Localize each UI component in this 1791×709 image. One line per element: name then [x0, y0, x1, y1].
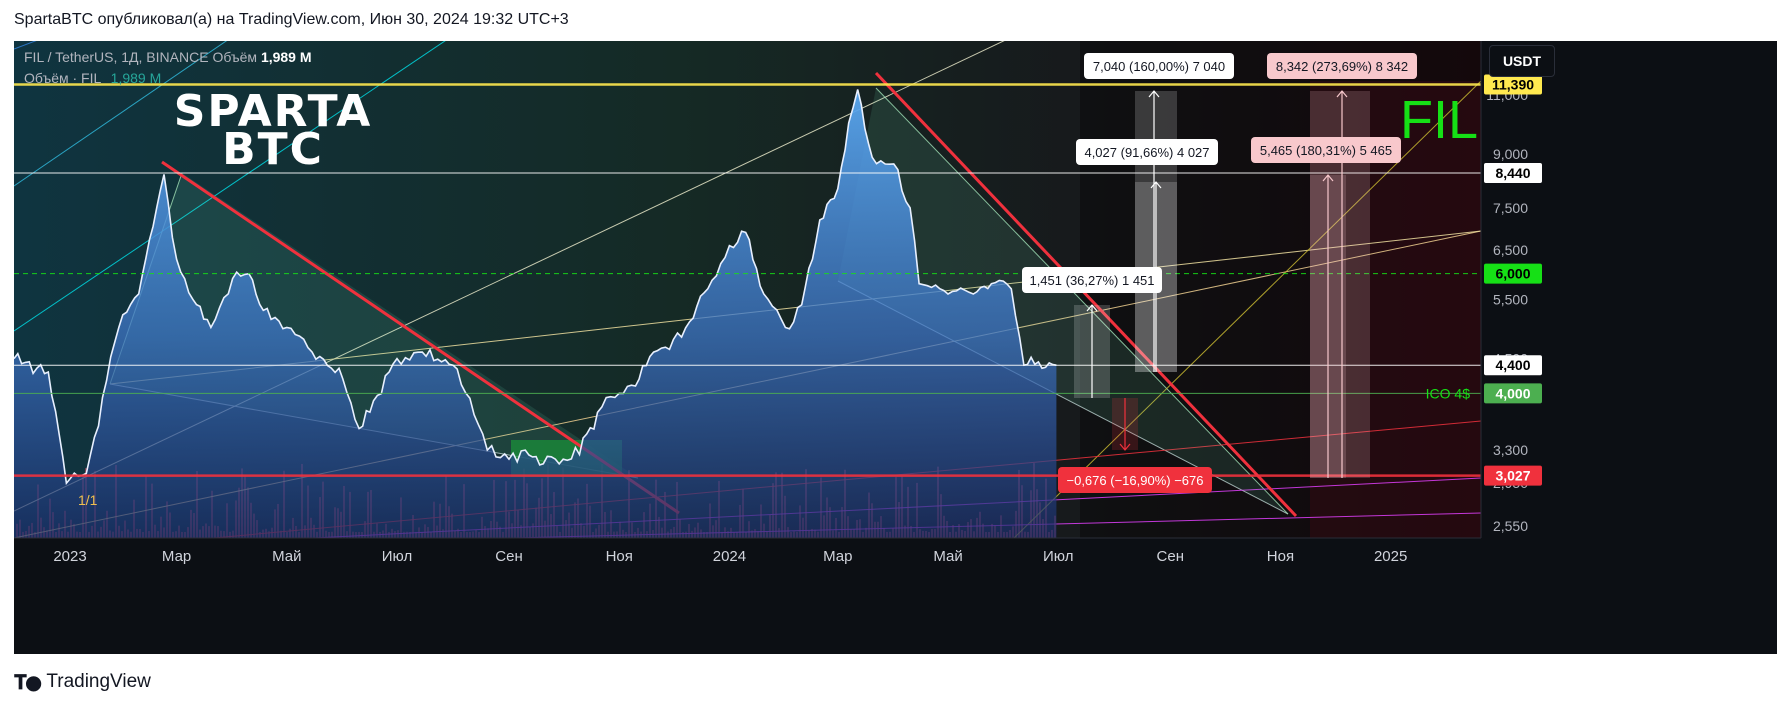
- measure-label: 1,451 (36,27%) 1 451: [1029, 273, 1154, 288]
- triangle-zone: [838, 88, 1288, 514]
- trend-line: [14, 41, 446, 332]
- price-axis-bg: [1481, 41, 1777, 654]
- pivot-label: 1/1: [78, 492, 98, 508]
- price-level-badge: [1484, 355, 1542, 376]
- measure-label-box: [1022, 267, 1162, 293]
- measure-arrowhead: [1086, 304, 1098, 312]
- trend-line: [1013, 80, 1482, 539]
- time-tick-label: Ноя: [606, 548, 633, 565]
- measure-arrowhead: [1148, 90, 1160, 98]
- price-level-badge-label: 6,000: [1495, 266, 1530, 282]
- measure-label-box: [1267, 53, 1417, 79]
- volume-label: Объём: [212, 49, 258, 65]
- symbol-title[interactable]: FIL / TetherUS, 1Д, BINANCE: [24, 49, 209, 65]
- watermark-line2: BTC: [222, 124, 324, 175]
- measure-label: 8,342 (273,69%) 8 342: [1276, 59, 1408, 74]
- time-tick-label: Мар: [823, 548, 852, 565]
- time-tick-label: Мар: [162, 548, 191, 565]
- time-tick-label: 2025: [1374, 548, 1407, 565]
- price-area-fill: [14, 89, 1057, 538]
- measure-label: 5,465 (180,31%) 5 465: [1260, 143, 1392, 158]
- price-level-badge: [1484, 74, 1542, 95]
- watermark-line1: SPARTA: [173, 86, 373, 137]
- ticker-watermark: FIL: [1400, 90, 1479, 150]
- ico-label: ICO 4$: [1426, 385, 1471, 401]
- price-line: [14, 89, 1057, 486]
- measure-arrowhead: [1336, 90, 1348, 98]
- price-level-badge-label: 3,027: [1495, 468, 1530, 484]
- price-tick-label: 9,000: [1493, 146, 1528, 162]
- time-axis-bg: [14, 538, 1481, 654]
- measure-arrowhead: [1322, 174, 1334, 182]
- price-level-badge: [1484, 465, 1542, 486]
- price-tick-label: 5,500: [1493, 291, 1528, 307]
- chart-panel[interactable]: ICO 4$ 1/1 7,040 (160,00%) 7 040 4,027 (91…: [14, 41, 1777, 654]
- trend-line: [109, 230, 1482, 385]
- measure-label-box: [1058, 467, 1212, 493]
- measurement-tools[interactable]: 7,040 (160,00%) 7 040 4,027 (91,66%) 4 02…: [1022, 53, 1417, 493]
- watermark-logo: SPARTA BTC: [170, 86, 376, 175]
- price-level-badge-label: 4,000: [1495, 385, 1530, 401]
- price-level-badge-label: 4,400: [1495, 357, 1530, 373]
- time-tick-label: Сен: [1157, 548, 1184, 565]
- currency-button[interactable]: USDT: [1489, 45, 1555, 77]
- price-chart[interactable]: ICO 4$ 1/1 7,040 (160,00%) 7 040 4,027 (91…: [14, 41, 1777, 654]
- price-level-badge-label: 11,390: [1492, 77, 1534, 93]
- tradingview-brand[interactable]: 𝐓● TradingView: [14, 670, 151, 694]
- time-tick-label: Ноя: [1267, 548, 1294, 565]
- legend-panel: FIL / TetherUS, 1Д, BINANCE Объём 1,989 …: [24, 47, 312, 89]
- measure-label: 7,040 (160,00%) 7 040: [1093, 59, 1225, 74]
- price-level-badge: [1484, 162, 1542, 183]
- trend-line: [875, 87, 1289, 515]
- price-level-badge: [1484, 263, 1542, 284]
- volume-indicator-value: 1,989 M: [110, 70, 162, 86]
- price-tick-label: 6,500: [1493, 242, 1528, 258]
- price-tick-label: 7,500: [1493, 200, 1528, 216]
- measure-label-box: [1084, 53, 1234, 79]
- measure-label: 4,027 (91,66%) 4 027: [1084, 145, 1209, 160]
- time-tick-label: Май: [272, 548, 301, 565]
- price-area-series: [14, 89, 1057, 538]
- time-tick-label: Июл: [1043, 548, 1073, 565]
- volume-indicator-row: Объём · FIL 1,989 M: [24, 68, 312, 89]
- measure-arrowhead: [1150, 181, 1162, 189]
- publish-header: SpartaBTC опубликовал(а) на TradingView.…: [14, 11, 569, 28]
- time-tick-label: Сен: [495, 548, 522, 565]
- tradingview-logo-icon: 𝐓●: [14, 670, 42, 694]
- measure-label-box: [1251, 137, 1401, 163]
- time-tick-label: 2024: [713, 548, 746, 565]
- volume-value: 1,989 M: [260, 49, 312, 65]
- price-level-badge: [1484, 383, 1542, 404]
- price-tick-label: 3,300: [1493, 442, 1528, 458]
- time-tick-label: 2023: [53, 548, 86, 565]
- price-tick-label: 2,550: [1493, 518, 1528, 534]
- symbol-title-row: FIL / TetherUS, 1Д, BINANCE Объём 1,989 …: [24, 47, 312, 68]
- measure-label-box: [1076, 139, 1218, 165]
- volume-indicator-label[interactable]: Объём · FIL: [24, 70, 101, 86]
- time-tick-label: Июл: [382, 548, 412, 565]
- horizontal-levels: ICO 4$ 1/1: [14, 83, 1481, 508]
- downtrend-resistance-line: [874, 71, 1298, 518]
- tradingview-brand-text: TradingView: [46, 671, 151, 692]
- measure-arrowhead: [1119, 443, 1131, 451]
- axes: 11,0009,0007,5006,5005,5004,5003,3002,95…: [14, 41, 1777, 654]
- measure-label: −0,676 (−16,90%) −676: [1067, 473, 1204, 488]
- price-level-badge-label: 8,440: [1495, 165, 1530, 181]
- time-tick-label: Май: [933, 548, 962, 565]
